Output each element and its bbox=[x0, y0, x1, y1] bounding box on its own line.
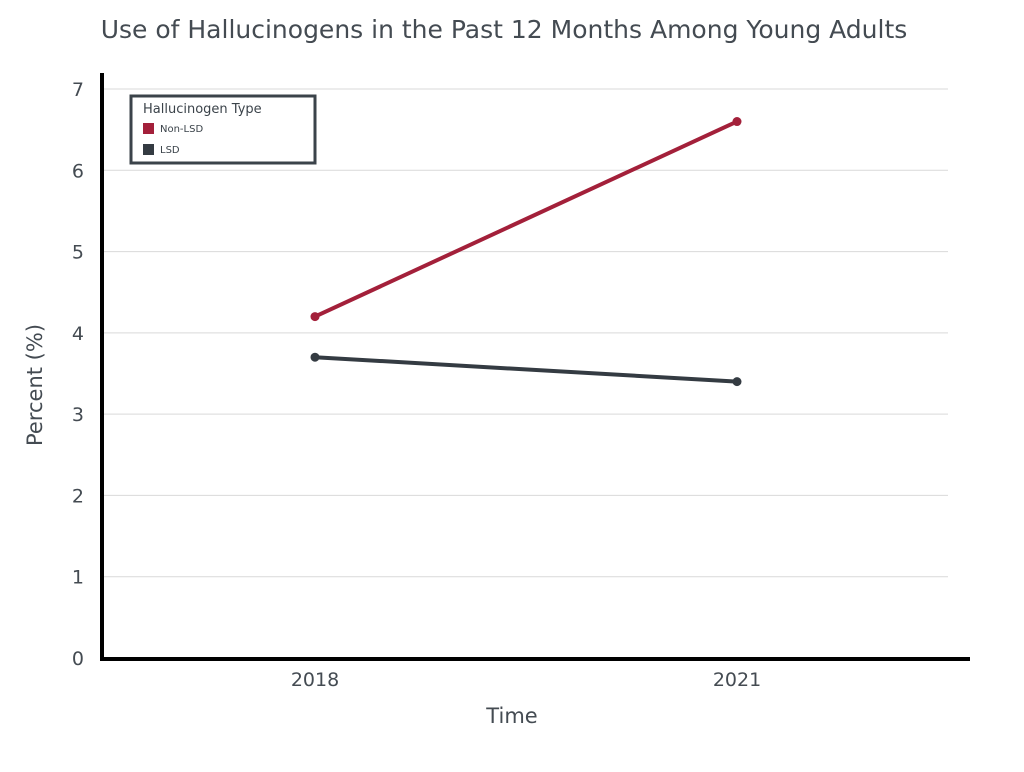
legend-label-lsd: LSD bbox=[160, 145, 180, 156]
y-tick-labels: 0 1 2 3 4 5 6 7 bbox=[72, 79, 84, 670]
data-point-lsd bbox=[310, 352, 320, 362]
x-tick-label: 2021 bbox=[713, 669, 761, 691]
series-lines bbox=[310, 117, 742, 387]
y-tick-label: 0 bbox=[72, 648, 84, 670]
series-line-non-lsd bbox=[313, 119, 739, 319]
data-point-non-lsd bbox=[310, 312, 320, 322]
data-point-non-lsd bbox=[732, 117, 742, 127]
chart-title: Use of Hallucinogens in the Past 12 Mont… bbox=[101, 15, 908, 44]
legend-swatch-lsd bbox=[143, 144, 154, 155]
series-lsd bbox=[310, 352, 742, 387]
gridlines bbox=[104, 88, 948, 578]
y-tick-label: 1 bbox=[72, 567, 84, 589]
legend-title: Hallucinogen Type bbox=[143, 102, 262, 117]
axes bbox=[100, 73, 970, 661]
y-tick-label: 7 bbox=[72, 79, 84, 101]
series-non-lsd bbox=[310, 117, 742, 322]
legend-items: Non-LSD LSD bbox=[143, 123, 203, 156]
y-tick-label: 4 bbox=[72, 323, 84, 345]
y-tick-label: 2 bbox=[72, 485, 84, 507]
y-tick-label: 5 bbox=[72, 242, 84, 264]
legend-label-non-lsd: Non-LSD bbox=[160, 124, 203, 135]
legend-swatch-non-lsd bbox=[143, 123, 154, 134]
data-point-lsd bbox=[732, 377, 742, 387]
series-line-lsd bbox=[313, 355, 739, 384]
x-tick-label: 2018 bbox=[291, 669, 339, 691]
y-tick-label: 6 bbox=[72, 160, 84, 182]
y-tick-label: 3 bbox=[72, 404, 84, 426]
x-tick-labels: 2018 2021 bbox=[291, 669, 761, 691]
legend-box bbox=[129, 94, 317, 165]
x-axis-label: Time bbox=[485, 704, 537, 728]
legend: Hallucinogen Type Non-LSD LSD bbox=[129, 94, 317, 165]
y-axis-label: Percent (%) bbox=[23, 324, 47, 446]
